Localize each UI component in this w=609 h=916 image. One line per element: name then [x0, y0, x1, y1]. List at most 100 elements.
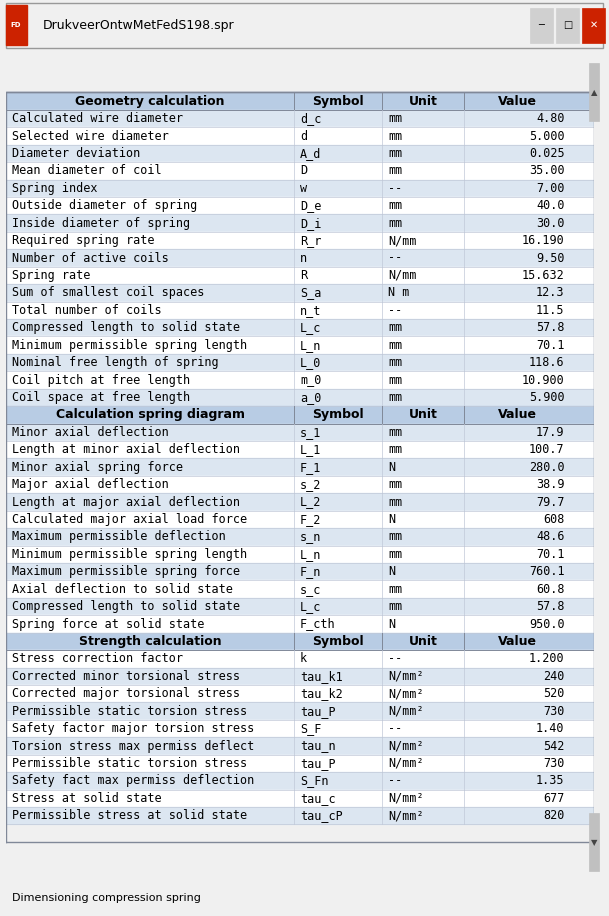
Text: 730: 730	[543, 704, 565, 717]
Text: --: --	[388, 774, 403, 788]
Text: s_2: s_2	[300, 478, 322, 491]
Text: Minor axial spring force: Minor axial spring force	[12, 461, 183, 474]
Text: Total number of coils: Total number of coils	[12, 304, 161, 317]
Bar	[6, 807, 594, 824]
Bar	[6, 650, 594, 668]
Bar	[6, 790, 594, 807]
Text: L_n: L_n	[300, 548, 322, 561]
Text: N: N	[388, 461, 395, 474]
Text: N: N	[388, 617, 395, 630]
Bar	[6, 336, 594, 354]
Text: Sum of smallest coil spaces: Sum of smallest coil spaces	[12, 287, 205, 300]
Text: FD: FD	[10, 22, 21, 28]
Text: mm: mm	[388, 129, 403, 143]
Text: Unit: Unit	[409, 94, 438, 108]
Bar	[6, 598, 594, 616]
Text: 100.7: 100.7	[529, 443, 565, 456]
Text: 57.8: 57.8	[536, 600, 565, 613]
Text: tau_P: tau_P	[300, 757, 336, 770]
Text: N: N	[388, 513, 395, 526]
Text: D: D	[300, 164, 307, 178]
Text: 79.7: 79.7	[536, 496, 565, 508]
Bar	[6, 737, 594, 755]
Text: ─: ─	[538, 20, 544, 30]
Text: L_c: L_c	[300, 600, 322, 613]
Text: Selected wire diameter: Selected wire diameter	[12, 129, 169, 143]
Bar	[582, 7, 605, 43]
Bar	[6, 703, 594, 720]
Bar	[6, 145, 594, 162]
Text: Geometry calculation: Geometry calculation	[76, 94, 225, 108]
Text: Minor axial deflection: Minor axial deflection	[12, 426, 169, 439]
Bar	[6, 110, 594, 127]
Text: d_c: d_c	[300, 112, 322, 125]
Text: mm: mm	[388, 322, 403, 334]
Text: s_n: s_n	[300, 530, 322, 543]
Text: Permissible static torsion stress: Permissible static torsion stress	[12, 757, 247, 770]
Bar	[6, 319, 594, 336]
Text: □: □	[563, 20, 572, 30]
Text: Calculated wire diameter: Calculated wire diameter	[12, 112, 183, 125]
Bar	[6, 633, 594, 650]
Text: 280.0: 280.0	[529, 461, 565, 474]
Text: S_a: S_a	[300, 287, 322, 300]
Bar	[6, 301, 594, 319]
Text: Permissible static torsion stress: Permissible static torsion stress	[12, 704, 247, 717]
Text: Inside diameter of spring: Inside diameter of spring	[12, 217, 190, 230]
Text: mm: mm	[388, 548, 403, 561]
Text: Maximum permissible deflection: Maximum permissible deflection	[12, 530, 226, 543]
Text: Outside diameter of spring: Outside diameter of spring	[12, 199, 197, 213]
Text: 1.35: 1.35	[536, 774, 565, 788]
Text: 30.0: 30.0	[536, 217, 565, 230]
Bar	[6, 249, 594, 267]
Text: a_0: a_0	[300, 391, 322, 404]
Text: Safety fact max permiss deflection: Safety fact max permiss deflection	[12, 774, 254, 788]
Text: mm: mm	[388, 147, 403, 160]
Text: 677: 677	[543, 791, 565, 805]
Text: ✕: ✕	[590, 20, 598, 30]
Text: tau_n: tau_n	[300, 739, 336, 753]
Text: N/mm²: N/mm²	[388, 791, 424, 805]
Text: 1.40: 1.40	[536, 722, 565, 736]
Text: mm: mm	[388, 199, 403, 213]
Text: 608: 608	[543, 513, 565, 526]
Text: Corrected major torsional stress: Corrected major torsional stress	[12, 687, 240, 700]
Text: F_n: F_n	[300, 565, 322, 578]
Text: Strength calculation: Strength calculation	[79, 635, 222, 648]
Bar	[6, 354, 594, 371]
Text: Compressed length to solid state: Compressed length to solid state	[12, 322, 240, 334]
Text: Symbol: Symbol	[312, 94, 364, 108]
Text: 4.80: 4.80	[536, 112, 565, 125]
Text: Value: Value	[498, 409, 537, 421]
Text: 0.025: 0.025	[529, 147, 565, 160]
Text: Unit: Unit	[409, 409, 438, 421]
Text: Permissible stress at solid state: Permissible stress at solid state	[12, 809, 247, 823]
Text: mm: mm	[388, 339, 403, 352]
Text: mm: mm	[388, 443, 403, 456]
Text: 730: 730	[543, 757, 565, 770]
Text: --: --	[388, 722, 403, 736]
Text: N/mm²: N/mm²	[388, 757, 424, 770]
Text: tau_cP: tau_cP	[300, 809, 343, 823]
Text: mm: mm	[388, 356, 403, 369]
Text: S_Fn: S_Fn	[300, 774, 328, 788]
Text: 520: 520	[543, 687, 565, 700]
Bar	[6, 180, 594, 197]
Text: 542: 542	[543, 739, 565, 753]
Bar	[6, 529, 594, 546]
Bar	[6, 267, 594, 284]
Bar	[6, 5, 27, 45]
Text: 70.1: 70.1	[536, 548, 565, 561]
Text: Major axial deflection: Major axial deflection	[12, 478, 169, 491]
FancyBboxPatch shape	[6, 3, 603, 48]
Text: L_c: L_c	[300, 322, 322, 334]
Text: 5.900: 5.900	[529, 391, 565, 404]
Text: tau_k1: tau_k1	[300, 670, 343, 682]
Bar	[6, 162, 594, 180]
Text: mm: mm	[388, 164, 403, 178]
Bar	[530, 7, 553, 43]
Text: mm: mm	[388, 478, 403, 491]
Text: N/mm: N/mm	[388, 234, 417, 247]
Text: mm: mm	[388, 374, 403, 387]
Text: 38.9: 38.9	[536, 478, 565, 491]
